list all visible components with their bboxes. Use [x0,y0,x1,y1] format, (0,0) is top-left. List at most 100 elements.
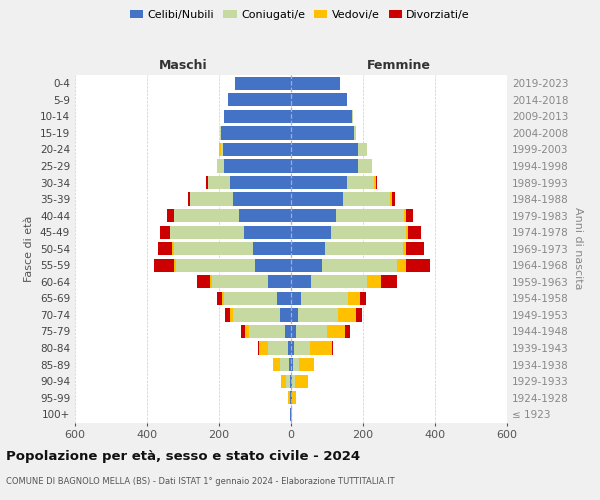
Bar [376,176,377,189]
Bar [343,192,390,205]
Bar [259,342,268,354]
Bar [188,192,190,205]
Bar [291,226,331,239]
Bar [160,226,170,239]
Bar [336,209,404,222]
Bar [220,126,221,140]
Bar [221,292,224,305]
Bar [347,176,374,189]
Y-axis label: Fasce di età: Fasce di età [25,216,34,282]
Bar [289,391,290,404]
Y-axis label: Anni di nascita: Anni di nascita [572,208,583,290]
Bar [253,242,291,256]
Bar [281,374,286,388]
Bar [291,292,301,305]
Bar [354,126,356,140]
Bar [291,391,292,404]
Bar [291,258,322,272]
Bar [296,325,327,338]
Bar [358,160,372,172]
Bar [174,209,239,222]
Bar [325,242,403,256]
Legend: Celibi/Nubili, Coniugati/e, Vedovi/e, Divorziati/e: Celibi/Nubili, Coniugati/e, Vedovi/e, Di… [125,6,475,25]
Bar [286,374,290,388]
Bar [280,358,289,371]
Bar [291,192,343,205]
Bar [406,209,413,222]
Bar [291,110,352,123]
Bar [291,408,292,421]
Bar [299,358,314,371]
Bar [291,358,293,371]
Bar [273,358,280,371]
Bar [290,374,291,388]
Bar [331,226,406,239]
Bar [230,176,291,189]
Bar [397,258,406,272]
Bar [332,342,334,354]
Bar [292,391,296,404]
Bar [406,226,408,239]
Bar [291,242,325,256]
Bar [245,325,248,338]
Bar [176,258,255,272]
Bar [212,275,268,288]
Bar [338,308,356,322]
Bar [223,143,291,156]
Bar [280,308,291,322]
Bar [381,275,397,288]
Text: Femmine: Femmine [367,58,431,71]
Bar [301,292,348,305]
Bar [291,93,347,106]
Bar [158,242,172,256]
Bar [288,342,291,354]
Bar [208,176,230,189]
Bar [295,374,308,388]
Bar [277,292,291,305]
Bar [172,242,174,256]
Bar [170,226,244,239]
Bar [255,258,291,272]
Bar [390,192,392,205]
Bar [291,374,292,388]
Bar [408,226,421,239]
Text: Popolazione per età, sesso e stato civile - 2024: Popolazione per età, sesso e stato civil… [6,450,360,463]
Bar [291,209,336,222]
Bar [224,160,291,172]
Bar [291,143,358,156]
Bar [293,358,299,371]
Bar [291,308,298,322]
Bar [358,143,367,156]
Bar [291,76,340,90]
Bar [291,160,358,172]
Bar [257,342,259,354]
Bar [239,209,291,222]
Bar [167,209,174,222]
Bar [217,292,221,305]
Bar [233,308,280,322]
Bar [291,325,296,338]
Bar [210,275,212,288]
Bar [404,209,406,222]
Bar [291,275,311,288]
Bar [224,292,277,305]
Bar [352,110,353,123]
Bar [310,342,332,354]
Bar [248,325,284,338]
Bar [235,76,291,90]
Bar [294,342,310,354]
Bar [226,308,230,322]
Bar [367,275,381,288]
Bar [327,325,345,338]
Bar [244,226,291,239]
Bar [233,192,291,205]
Bar [291,176,347,189]
Bar [361,292,366,305]
Bar [174,258,176,272]
Text: Maschi: Maschi [158,58,208,71]
Bar [292,374,295,388]
Bar [284,325,291,338]
Bar [406,258,430,272]
Text: COMUNE DI BAGNOLO MELLA (BS) - Dati ISTAT 1° gennaio 2024 - Elaborazione TUTTITA: COMUNE DI BAGNOLO MELLA (BS) - Dati ISTA… [6,478,395,486]
Bar [154,258,174,272]
